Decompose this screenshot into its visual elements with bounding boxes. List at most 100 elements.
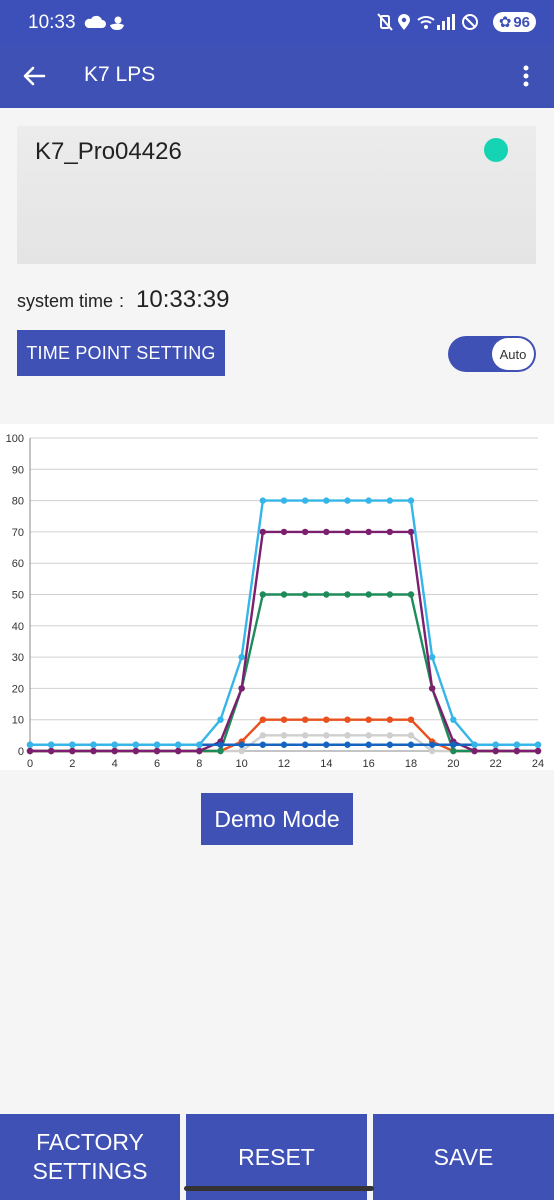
data-point bbox=[365, 497, 372, 504]
wifi-icon bbox=[417, 16, 435, 29]
data-point bbox=[323, 716, 330, 723]
system-time-row: system time : 10:33:39 bbox=[17, 286, 229, 314]
data-point bbox=[450, 747, 457, 755]
factory-settings-line1: FACTORY bbox=[36, 1129, 144, 1155]
time-point-setting-button[interactable]: TIME POINT SETTING bbox=[17, 330, 225, 376]
x-tick-label: 4 bbox=[112, 758, 118, 770]
data-point bbox=[386, 741, 394, 748]
factory-settings-button[interactable]: FACTORY SETTINGS bbox=[0, 1114, 180, 1200]
data-point bbox=[428, 747, 436, 755]
overflow-menu-button[interactable] bbox=[514, 62, 538, 90]
data-point bbox=[386, 497, 394, 504]
data-point bbox=[259, 741, 267, 748]
x-tick-label: 10 bbox=[236, 758, 248, 770]
x-tick-label: 20 bbox=[447, 758, 459, 770]
data-point bbox=[534, 741, 542, 748]
data-point bbox=[365, 591, 372, 598]
data-point bbox=[301, 741, 309, 748]
reset-button[interactable]: RESET bbox=[186, 1114, 367, 1200]
data-point bbox=[217, 741, 224, 748]
series-line-5 bbox=[30, 499, 538, 746]
y-tick-label: 40 bbox=[12, 621, 24, 633]
data-point bbox=[153, 747, 161, 755]
data-point bbox=[217, 716, 224, 723]
gesture-nav-handle[interactable] bbox=[184, 1186, 374, 1191]
data-point bbox=[238, 653, 245, 661]
data-point bbox=[365, 741, 372, 748]
data-point bbox=[344, 716, 351, 723]
x-tick-label: 18 bbox=[405, 758, 417, 770]
x-tick-label: 2 bbox=[69, 758, 75, 770]
data-point bbox=[47, 741, 55, 748]
y-tick-label: 60 bbox=[12, 558, 24, 570]
data-point bbox=[513, 747, 521, 755]
data-point bbox=[238, 741, 245, 748]
device-card[interactable]: K7_Pro04426 bbox=[17, 126, 536, 264]
data-point bbox=[280, 732, 288, 739]
data-point bbox=[132, 747, 140, 755]
data-point bbox=[301, 716, 309, 723]
y-tick-label: 30 bbox=[12, 652, 24, 664]
dnd-icon bbox=[461, 14, 478, 30]
connection-status-dot bbox=[484, 138, 508, 162]
data-point bbox=[365, 716, 372, 723]
data-point bbox=[513, 741, 521, 748]
system-time-colon: : bbox=[119, 291, 125, 311]
data-point bbox=[323, 528, 330, 536]
data-point bbox=[407, 732, 415, 739]
data-point bbox=[344, 497, 351, 504]
data-point bbox=[69, 747, 76, 755]
data-point bbox=[492, 741, 499, 748]
battery-leaf-icon: ✿ bbox=[498, 14, 512, 31]
data-point bbox=[280, 716, 288, 723]
data-point bbox=[386, 732, 394, 739]
data-point bbox=[174, 747, 182, 755]
data-point bbox=[280, 741, 288, 748]
data-point bbox=[407, 497, 415, 504]
data-point bbox=[386, 528, 394, 536]
factory-settings-line2: SETTINGS bbox=[32, 1158, 148, 1184]
data-point bbox=[407, 591, 415, 598]
bottom-bar: FACTORY SETTINGS RESET SAVE bbox=[0, 1114, 554, 1200]
data-point bbox=[47, 747, 55, 755]
x-tick-label: 14 bbox=[320, 758, 332, 770]
data-point bbox=[280, 591, 288, 598]
data-point bbox=[196, 747, 203, 755]
save-button[interactable]: SAVE bbox=[373, 1114, 554, 1200]
app-bar: K7 LPS bbox=[0, 44, 554, 108]
data-point bbox=[153, 741, 161, 748]
system-time-label: system time bbox=[17, 291, 114, 311]
y-tick-label: 80 bbox=[12, 496, 24, 508]
y-tick-label: 70 bbox=[12, 527, 24, 539]
data-point bbox=[259, 591, 267, 598]
auto-toggle[interactable]: Auto bbox=[448, 336, 536, 372]
data-point bbox=[238, 747, 245, 755]
data-point bbox=[492, 747, 499, 755]
data-point bbox=[450, 741, 457, 748]
y-tick-label: 0 bbox=[18, 746, 24, 758]
data-point bbox=[259, 732, 267, 739]
battery-icon: ✿ 96 bbox=[492, 12, 536, 32]
data-point bbox=[111, 741, 118, 748]
data-point bbox=[386, 591, 394, 598]
status-time: 10:33 bbox=[28, 12, 76, 33]
data-point bbox=[365, 528, 372, 536]
mute-vibrate-icon bbox=[376, 13, 393, 31]
data-point bbox=[90, 747, 97, 755]
y-tick-label: 50 bbox=[12, 590, 24, 602]
data-point bbox=[69, 741, 76, 748]
data-point bbox=[196, 741, 203, 748]
device-name: K7_Pro04426 bbox=[35, 138, 182, 165]
y-tick-label: 10 bbox=[12, 715, 24, 727]
data-point bbox=[471, 741, 478, 748]
data-point bbox=[428, 685, 436, 692]
back-button[interactable] bbox=[20, 62, 48, 90]
demo-mode-button[interactable]: Demo Mode bbox=[201, 793, 353, 845]
data-point bbox=[323, 591, 330, 598]
signal-icon bbox=[436, 14, 455, 30]
y-tick-label: 100 bbox=[6, 433, 24, 445]
battery-level: 96 bbox=[513, 13, 530, 31]
x-tick-label: 22 bbox=[490, 758, 502, 770]
data-point bbox=[90, 741, 97, 748]
